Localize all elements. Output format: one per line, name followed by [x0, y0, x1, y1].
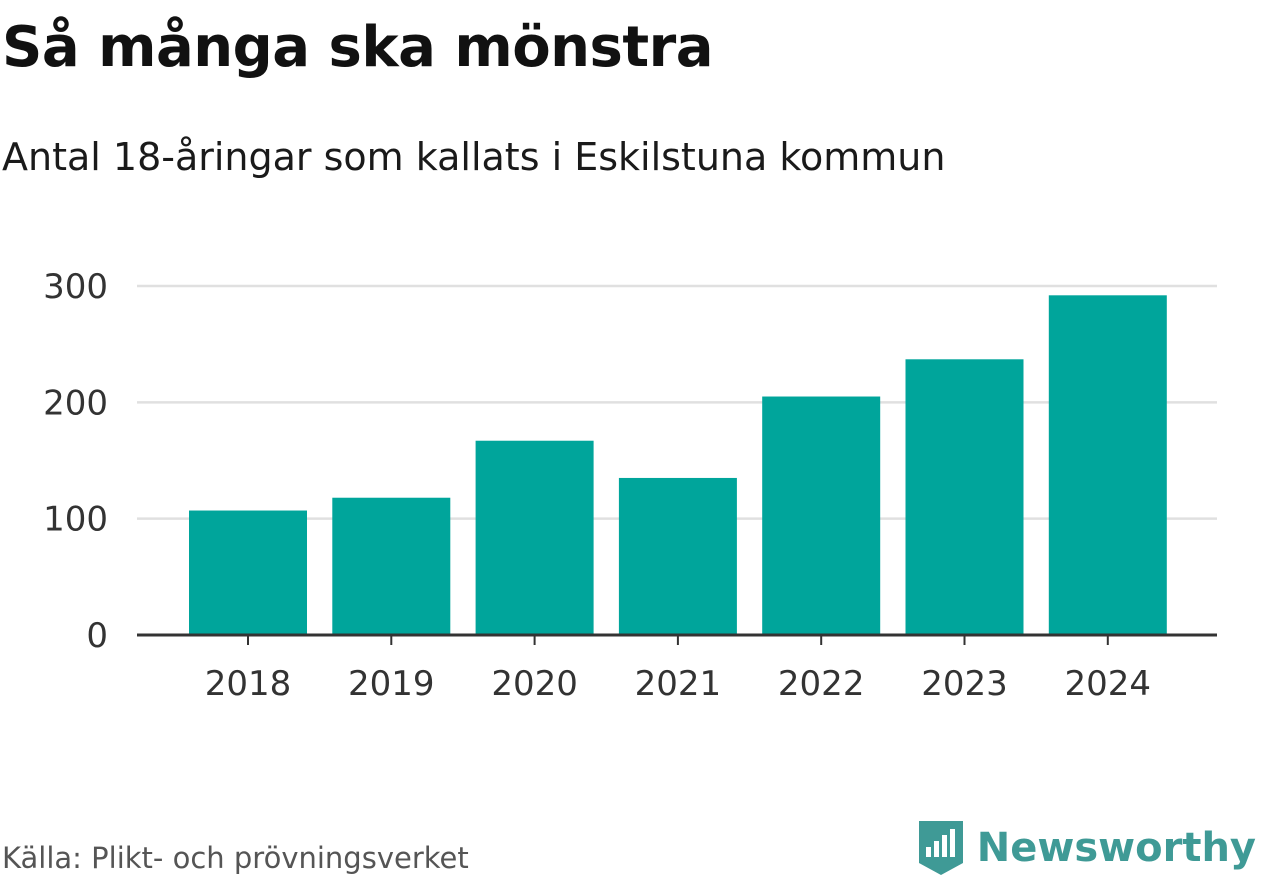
brand-logo: Newsworthy: [917, 818, 1256, 878]
bar-2022: [762, 396, 881, 635]
y-tick-label-200: 200: [43, 383, 108, 423]
x-tick-labels: 2018 2019 2020 2021 2022 2023 2024: [205, 664, 1151, 704]
bar-2019: [332, 497, 451, 635]
x-tick-label-2022: 2022: [778, 664, 865, 704]
x-tick-label-2021: 2021: [635, 664, 722, 704]
bar-2020: [475, 440, 594, 635]
bar-2018: [189, 510, 307, 635]
y-tick-label-300: 300: [43, 267, 108, 307]
bar-2023: [905, 359, 1024, 635]
y-tick-label-100: 100: [43, 500, 108, 540]
x-tick-label-2024: 2024: [1065, 664, 1152, 704]
y-tick-labels: 0 100 200 300: [43, 267, 108, 656]
source-note: Källa: Plikt- och prövningsverket: [2, 841, 469, 875]
x-tick-label-2023: 2023: [921, 664, 1008, 704]
brand-name: Newsworthy: [976, 825, 1256, 871]
y-tick-label-0: 0: [86, 616, 108, 656]
x-tick-label-2020: 2020: [491, 664, 578, 704]
x-tick-label-2019: 2019: [348, 664, 435, 704]
chart-title: Så många ska mönstra: [2, 15, 714, 80]
x-axis: [137, 633, 1217, 645]
chart-subtitle: Antal 18-åringar som kallats i Eskilstun…: [2, 135, 946, 179]
bar-chart-badge-icon: [918, 821, 963, 875]
bar-2024: [1048, 295, 1167, 635]
bar-2021: [618, 477, 737, 635]
x-tick-label-2018: 2018: [205, 664, 292, 704]
bars: [189, 295, 1167, 635]
